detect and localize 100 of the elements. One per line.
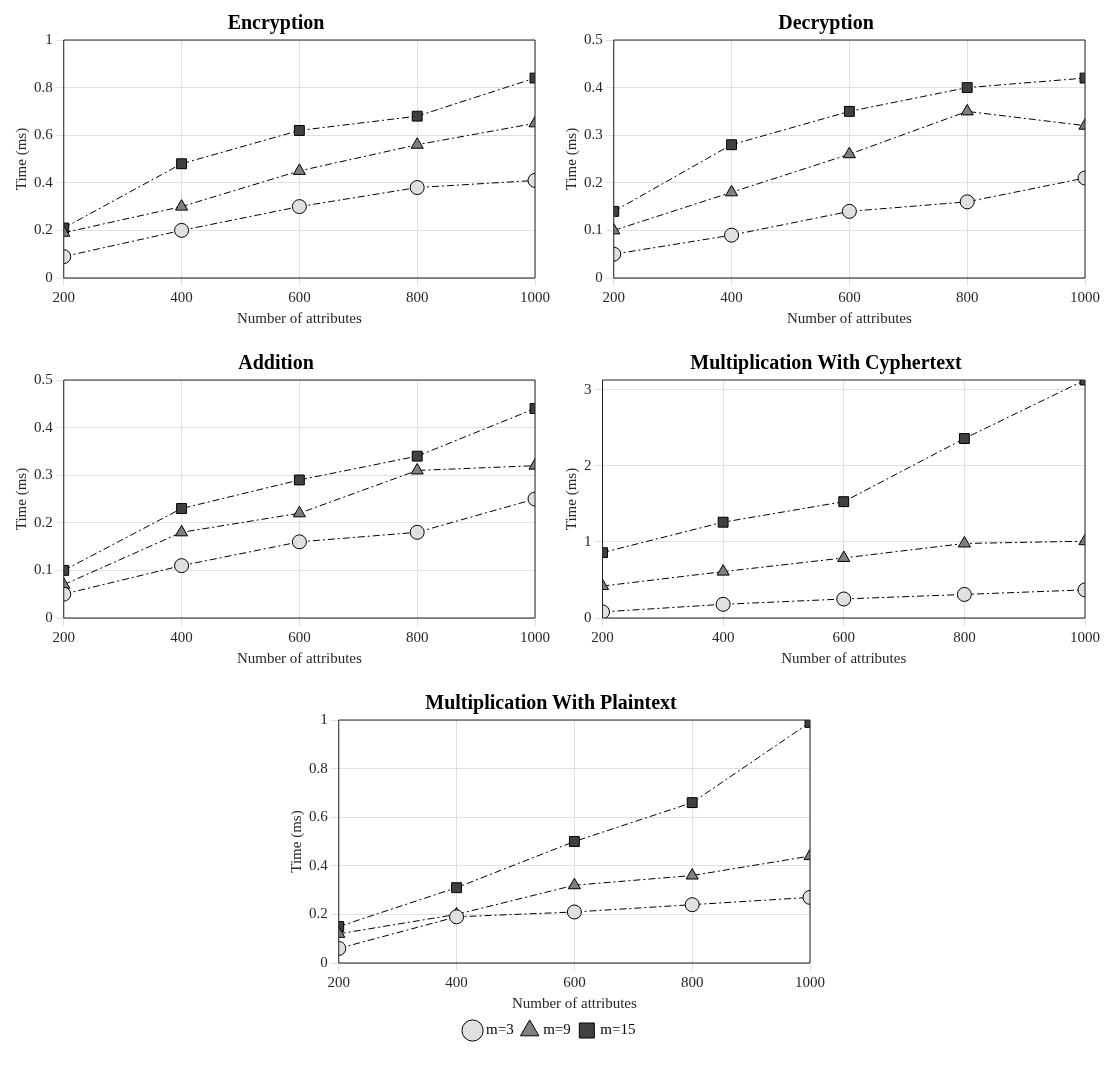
x-tick-label: 600 <box>838 288 861 305</box>
x-tick-label: 400 <box>711 628 735 645</box>
x-tick-label: 200 <box>602 288 625 305</box>
y-tick-label: 0.2 <box>584 173 603 190</box>
point <box>568 836 580 847</box>
point <box>684 897 700 913</box>
x-tick-label: 800 <box>405 628 429 645</box>
legend-label: m=15 <box>600 1021 636 1038</box>
y-tick-label: 0 <box>595 268 603 285</box>
y-tick-label: 0.6 <box>309 808 329 825</box>
y-tick-label: 0.1 <box>584 221 603 238</box>
y-tick-label: 0 <box>45 268 53 285</box>
point <box>843 105 855 117</box>
y-tick-label: 0.4 <box>34 418 54 435</box>
point <box>838 496 850 508</box>
point <box>410 462 424 475</box>
x-tick-label: 600 <box>563 973 586 990</box>
point <box>409 180 425 196</box>
point <box>566 904 582 920</box>
point <box>291 534 307 550</box>
y-axis-title: Time (ms) <box>287 810 305 873</box>
point <box>176 503 188 514</box>
x-axis-title: Number of attributes <box>781 649 907 666</box>
x-tick-label: 1000 <box>1070 288 1100 305</box>
point <box>959 194 975 210</box>
point <box>960 103 974 116</box>
x-axis-title: Number of attributes <box>236 309 363 326</box>
x-tick-label: 600 <box>832 628 855 645</box>
y-tick-label: 0 <box>320 953 328 970</box>
y-tick-label: 0.2 <box>309 905 328 922</box>
y-tick-label: 0.4 <box>309 856 329 873</box>
legend-label: m=3 <box>486 1021 514 1038</box>
y-axis-title: Time (ms) <box>562 127 580 191</box>
y-tick-label: 0.2 <box>34 221 53 238</box>
point <box>724 227 740 243</box>
y-tick-label: 2 <box>584 456 592 473</box>
x-tick-label: 200 <box>52 288 75 305</box>
point <box>174 558 190 574</box>
y-tick-label: 0.5 <box>34 370 53 387</box>
x-tick-label: 200 <box>52 628 75 645</box>
x-tick-label: 400 <box>170 628 193 645</box>
point <box>410 137 424 149</box>
point <box>449 909 465 925</box>
y-tick-label: 0.8 <box>309 759 328 776</box>
point <box>292 505 306 518</box>
y-axis-title: Time (ms) <box>562 467 580 531</box>
point <box>841 203 857 219</box>
y-tick-label: 0.3 <box>34 466 53 483</box>
point <box>686 797 698 809</box>
x-axis-title: Number of attributes <box>786 309 913 326</box>
x-tick-label: 400 <box>445 973 468 990</box>
y-axis-title: Time (ms) <box>12 127 30 191</box>
point <box>451 882 463 894</box>
x-tick-label: 600 <box>288 288 311 305</box>
chart-title: Decryption <box>778 11 874 35</box>
point <box>836 591 852 607</box>
y-tick-label: 3 <box>584 380 592 397</box>
point <box>725 184 739 197</box>
x-tick-label: 1000 <box>1070 628 1100 645</box>
point <box>716 564 730 576</box>
y-axis-title: Time (ms) <box>12 467 30 531</box>
point <box>726 139 738 151</box>
point <box>175 524 189 537</box>
x-tick-label: 400 <box>720 288 743 305</box>
y-tick-label: 0.5 <box>584 30 603 47</box>
point <box>176 158 188 170</box>
x-tick-label: 800 <box>680 973 704 990</box>
y-tick-label: 1 <box>584 532 592 549</box>
point <box>174 222 190 238</box>
y-tick-label: 0.1 <box>34 561 53 578</box>
x-tick-label: 600 <box>288 628 311 645</box>
y-tick-label: 0.2 <box>34 513 53 530</box>
point <box>842 146 856 159</box>
y-tick-label: 0.4 <box>584 78 604 95</box>
point <box>961 82 973 94</box>
x-tick-label: 200 <box>327 973 350 990</box>
legend-label: m=9 <box>543 1021 571 1038</box>
point <box>293 124 305 136</box>
y-tick-label: 1 <box>45 30 53 47</box>
point <box>293 474 305 486</box>
x-tick-label: 800 <box>955 288 979 305</box>
point <box>175 199 189 211</box>
point <box>291 199 307 215</box>
x-tick-label: 1000 <box>795 973 825 990</box>
point <box>411 110 423 122</box>
x-tick-label: 800 <box>953 628 976 645</box>
point <box>958 433 970 444</box>
chart-title: Multiplication With Cyphertext <box>690 351 963 375</box>
x-axis-title: Number of attributes <box>236 649 363 666</box>
y-tick-label: 0.4 <box>34 173 54 190</box>
x-tick-label: 400 <box>170 288 193 305</box>
y-tick-label: 0 <box>45 608 53 625</box>
chart-title: Multiplication With Plaintext <box>425 691 678 715</box>
chart-title: Encryption <box>227 11 325 35</box>
y-tick-label: 0.8 <box>34 78 53 95</box>
point <box>409 524 425 540</box>
x-tick-label: 1000 <box>520 628 550 645</box>
point <box>717 516 729 528</box>
point <box>837 550 851 562</box>
y-tick-label: 0 <box>584 608 592 625</box>
